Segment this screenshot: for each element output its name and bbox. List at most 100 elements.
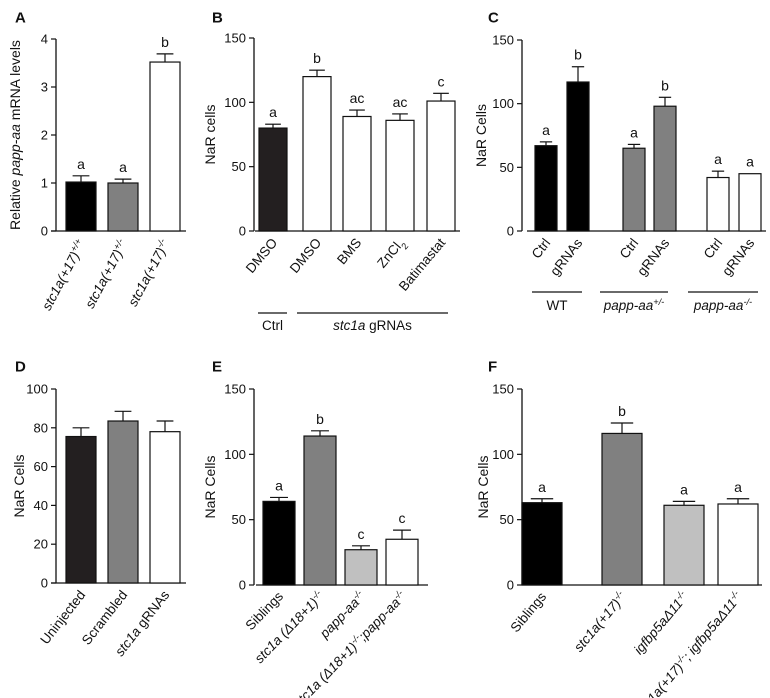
x-tick-label: Siblings — [507, 589, 549, 635]
significance-letter: a — [734, 479, 742, 495]
x-tick-label-part: 2 — [399, 241, 410, 251]
significance-letter: a — [269, 104, 277, 120]
significance-letter: a — [538, 479, 546, 495]
x-tick-label: igfbp5aΔ11-/- — [630, 589, 691, 658]
x-tick-label: gRNAs — [547, 235, 585, 278]
y-axis-label: NaR Cells — [11, 454, 27, 517]
group-label: WT — [547, 298, 568, 313]
significance-letter: c — [358, 526, 365, 542]
y-tick-label: 4 — [41, 32, 48, 47]
bar — [149, 61, 181, 232]
y-tick-label: 100 — [492, 447, 514, 462]
x-tick-label: gRNAs — [719, 235, 757, 278]
group-label-part: +/- — [653, 297, 664, 307]
y-tick-label: 40 — [34, 498, 48, 513]
significance-letter: a — [746, 154, 754, 170]
x-tick-label-part: Ctrl — [701, 236, 726, 262]
y-tick-label: 100 — [224, 95, 246, 110]
y-axis-label-part: NaR Cells — [473, 104, 489, 167]
panel-letter: A — [15, 9, 26, 26]
y-axis-label-part: mRNA levels — [7, 40, 23, 124]
y-axis-label: Relative papp-aa mRNA levels — [7, 40, 23, 230]
y-tick-label: 100 — [492, 96, 514, 111]
group-label-part: stc1a — [333, 318, 366, 333]
bar — [342, 115, 372, 232]
panel-a: A 0 1 2 3 4 Relative papp-aa mRNA levels a stc1a… — [7, 9, 186, 313]
significance-letter: b — [618, 403, 626, 419]
bar — [258, 127, 288, 232]
panel-letter: B — [212, 9, 223, 26]
bar — [65, 435, 97, 584]
group-label-part: papp-aa — [603, 298, 654, 313]
x-tick-label-part: gRNAs — [132, 587, 173, 633]
panel-letter: C — [488, 9, 499, 26]
panel-b: B 0 50 100 150 NaR cells a DMSO b DMSO ac BMS ac ZnCl… — [202, 9, 460, 333]
x-tick-label-part: stc1a(+17) — [82, 247, 125, 311]
significance-letter: ac — [350, 90, 365, 106]
group-label: Ctrl — [262, 318, 283, 333]
panel-f: F 0 50 100 150 NaR Cells a Siblings b stc1a(+17)-… — [475, 358, 762, 698]
y-axis-label: NaR Cells — [473, 104, 489, 167]
y-tick-label: 100 — [26, 382, 48, 397]
y-tick-label: 0 — [41, 576, 48, 591]
y-tick-label: 80 — [34, 420, 48, 435]
bar — [706, 176, 730, 232]
x-tick-label: DMSO — [287, 235, 325, 276]
x-tick-label-part: Ctrl — [529, 236, 554, 262]
y-tick-label: 100 — [224, 447, 246, 462]
group-label-part: -/- — [743, 297, 752, 307]
x-tick-label: stc1a(+17)+/+ — [38, 236, 89, 312]
y-tick-label: 50 — [500, 512, 514, 527]
x-tick-label: Ctrl — [617, 236, 642, 262]
group-label: papp-aa+/- — [603, 297, 665, 313]
group-label: stc1a gRNAs — [333, 318, 412, 333]
group-label-part: WT — [547, 298, 568, 313]
x-tick-label-part: ;papp-aa — [355, 595, 403, 644]
y-tick-label: 0 — [239, 224, 246, 239]
significance-letter: c — [399, 510, 406, 526]
y-tick-label: 3 — [41, 80, 48, 95]
significance-letter: b — [313, 50, 321, 66]
group-label-part: Ctrl — [262, 318, 283, 333]
x-tick-label-part: ; igfbp5aΔ11 — [680, 596, 740, 663]
group-label-part: gRNAs — [365, 318, 412, 333]
x-tick-label-part: gRNAs — [547, 235, 585, 278]
bar — [622, 147, 646, 232]
panel-letter: D — [15, 358, 26, 375]
bar — [663, 504, 705, 586]
x-tick-label: DMSO — [243, 235, 281, 276]
bar — [566, 81, 590, 232]
y-tick-label: 1 — [41, 176, 48, 191]
x-tick-label-part: stc1a(+17) — [39, 249, 82, 313]
x-tick-label-part: stc1a(+17) — [125, 245, 168, 309]
y-tick-label: 150 — [492, 33, 514, 48]
bar — [107, 420, 139, 584]
y-tick-label: 150 — [492, 382, 514, 397]
x-tick-label-part: +/+ — [68, 236, 83, 253]
y-axis-label: NaR Cells — [202, 455, 218, 518]
significance-letter: a — [630, 124, 638, 140]
y-tick-label: 0 — [507, 224, 514, 239]
y-tick-label: 50 — [232, 159, 246, 174]
y-tick-label: 60 — [34, 459, 48, 474]
y-axis-label-part: NaR Cells — [475, 455, 491, 518]
significance-letter: b — [574, 47, 582, 63]
x-tick-label: stc1a(+17)-/- — [570, 589, 629, 655]
panel-letter: F — [488, 358, 497, 375]
bar — [262, 500, 296, 586]
x-tick-label-part: stc1a (Δ18+1) — [291, 639, 360, 698]
significance-letter: b — [316, 411, 324, 427]
x-tick-label: stc1a(+17)+/- — [81, 237, 130, 311]
x-tick-label-part: Siblings — [507, 589, 549, 635]
y-axis-label-part: papp-aa — [7, 124, 23, 177]
significance-letter: a — [275, 477, 283, 493]
y-tick-label: 50 — [500, 160, 514, 175]
y-tick-label: 20 — [34, 537, 48, 552]
x-tick-label-part: Ctrl — [617, 236, 642, 262]
x-tick-label-part: DMSO — [287, 235, 325, 276]
y-tick-label: 0 — [507, 578, 514, 593]
bar — [601, 432, 643, 586]
y-axis-label-part: NaR cells — [202, 105, 218, 165]
x-tick-label-part: stc1a(+17) — [571, 596, 624, 655]
x-tick-label: Ctrl — [701, 236, 726, 262]
